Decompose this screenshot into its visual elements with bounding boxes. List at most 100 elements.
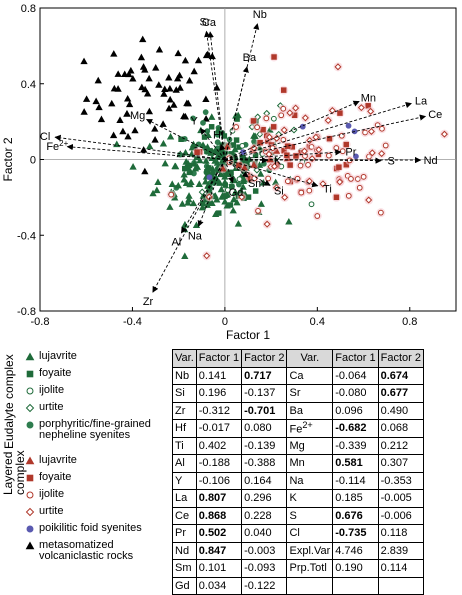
point-triangle xyxy=(131,126,139,134)
table-cell: Mn xyxy=(286,454,334,473)
table-cell: Si xyxy=(172,384,197,403)
table-row: Zr -0.312 -0.701 Ba 0.096 0.490 xyxy=(172,401,424,420)
table-cell: -0.064 xyxy=(332,366,379,385)
legend-marker xyxy=(25,507,35,517)
point-triangle xyxy=(95,103,103,111)
loading-arrow xyxy=(224,156,422,164)
loading-label: Sm xyxy=(248,178,265,190)
point-diamond xyxy=(198,188,206,196)
point-triangle xyxy=(138,83,146,91)
point-square xyxy=(233,137,240,143)
point-triangle xyxy=(155,45,164,53)
table-cell: 0.296 xyxy=(241,489,288,508)
table-cell: K xyxy=(286,489,334,508)
loading-arrow xyxy=(219,143,226,160)
point-triangle xyxy=(124,132,132,140)
point-diamond xyxy=(368,149,376,157)
point-triangle xyxy=(159,120,167,127)
point-triangle xyxy=(285,217,293,225)
point-triangle xyxy=(161,159,169,167)
point-square xyxy=(178,136,184,143)
table-cell: Cl xyxy=(286,524,334,543)
point-square xyxy=(186,162,193,169)
point-triangle xyxy=(174,49,182,57)
point-diamond xyxy=(265,150,273,158)
table-cell xyxy=(286,576,334,595)
loading-label: S xyxy=(387,156,394,168)
legend-item: foyaite xyxy=(24,472,71,484)
table-cell: Ce xyxy=(172,506,197,525)
point-diamond xyxy=(265,133,273,141)
x-tick-label: 0.8 xyxy=(402,316,417,328)
loading-arrow xyxy=(204,30,226,160)
point-circle xyxy=(224,187,231,193)
point-triangle xyxy=(145,74,153,82)
point-circle xyxy=(362,129,368,136)
loading-label: Gd xyxy=(229,187,244,199)
point-circle xyxy=(345,192,352,199)
point-triangle xyxy=(181,56,190,64)
point-triangle xyxy=(129,163,137,170)
point-triangle xyxy=(201,177,210,185)
point-square xyxy=(257,139,263,146)
table-cell: 0.118 xyxy=(377,524,424,543)
point-triangle xyxy=(184,99,192,107)
table-cell: -0.735 xyxy=(332,524,379,543)
point-circle xyxy=(261,160,267,167)
table-cell: Gd xyxy=(172,576,197,595)
table-cell: 0.096 xyxy=(332,401,379,420)
point-diamond xyxy=(263,220,271,228)
point-diamond xyxy=(324,116,332,124)
point-triangle xyxy=(139,63,148,70)
table-row: Si 0.196 -0.137 Sr -0.080 0.677 xyxy=(172,384,424,403)
loading-arrow xyxy=(200,127,226,160)
legend-label: poikilitic foid syenites xyxy=(39,522,142,534)
table-cell: -0.005 xyxy=(377,489,424,508)
loading-arrow xyxy=(224,159,319,188)
table-cell: 0.868 xyxy=(195,506,243,525)
point-triangle xyxy=(82,95,91,102)
point-triangle xyxy=(182,179,191,186)
loading-arrow xyxy=(224,23,260,160)
point-square xyxy=(204,169,210,175)
y-tick-label: 0.4 xyxy=(21,79,36,91)
legend-item: metasomatized volcaniclastic rocks xyxy=(24,540,174,562)
point-diamond xyxy=(300,147,308,155)
point-square xyxy=(270,124,277,130)
loading-label: K xyxy=(274,156,282,168)
table-cell: -0.122 xyxy=(241,576,288,595)
table-cell: Pr xyxy=(172,524,197,543)
loading-arrow xyxy=(54,134,225,160)
point-circle xyxy=(202,109,209,116)
point-circle xyxy=(333,145,340,151)
point-triangle xyxy=(175,71,184,79)
point-diamond xyxy=(203,252,211,260)
table-cell: -0.106 xyxy=(195,471,243,490)
point-triangle xyxy=(153,186,161,194)
loading-arrow xyxy=(181,159,226,234)
legend-symbol-circle xyxy=(26,525,34,533)
loading-label: Mn xyxy=(361,92,376,104)
point-triangle xyxy=(203,201,211,208)
point-circle xyxy=(214,139,221,146)
loading-label: Zr xyxy=(143,296,154,308)
table-header: Factor 1 xyxy=(332,349,379,368)
point-triangle xyxy=(159,139,168,147)
loading-arrow xyxy=(224,149,342,160)
table-cell: 0.141 xyxy=(195,366,243,385)
loading-label: Ca xyxy=(202,17,217,29)
table-cell: Nd xyxy=(172,541,197,560)
point-triangle xyxy=(218,193,226,200)
point-triangle xyxy=(168,180,176,187)
point-diamond xyxy=(334,63,342,71)
loading-label: Ti xyxy=(323,184,332,196)
point-circle xyxy=(168,191,175,198)
table-cell: -0.003 xyxy=(241,541,288,560)
point-triangle xyxy=(137,53,146,61)
table-cell: Al xyxy=(172,454,197,473)
point-triangle xyxy=(125,70,133,78)
point-triangle xyxy=(190,67,198,75)
point-triangle xyxy=(198,203,207,211)
point-diamond xyxy=(308,155,316,163)
point-triangle xyxy=(202,114,210,122)
